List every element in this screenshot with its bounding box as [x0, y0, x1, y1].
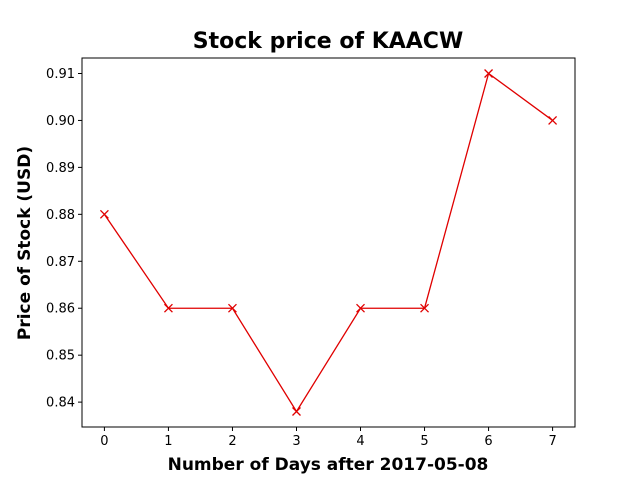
- data-point: [420, 303, 429, 313]
- y-axis-ticks: 0.84 0.85 0.86 0.87 0.88 0.89 0.90 0.91: [46, 67, 82, 411]
- plot-area: [81, 57, 576, 428]
- x-tick-label: 3: [292, 434, 300, 449]
- y-tick-label: 0.88: [46, 208, 75, 223]
- data-point: [228, 303, 237, 313]
- x-tick-label: 4: [356, 434, 364, 449]
- y-tick-label: 0.90: [46, 114, 75, 129]
- series-layer: [99, 69, 558, 416]
- data-point: [484, 69, 494, 78]
- data-point: [99, 209, 109, 219]
- data-point: [356, 303, 365, 313]
- x-tick-label: 1: [164, 434, 172, 449]
- y-axis-label: Price of Stock (USD): [15, 146, 35, 340]
- x-tick-label: 7: [548, 434, 556, 449]
- x-axis-ticks: 0 1 2 3 4 5 6 7: [100, 427, 557, 449]
- y-tick-label: 0.86: [46, 302, 75, 317]
- x-tick-label: 0: [100, 434, 108, 449]
- x-tick-label: 2: [228, 434, 236, 449]
- y-tick-label: 0.91: [46, 67, 75, 82]
- series-line: [103, 72, 553, 413]
- y-tick-label: 0.85: [46, 349, 75, 364]
- y-tick-label: 0.89: [46, 161, 75, 176]
- x-axis-label: Number of Days after 2017-05-08: [168, 455, 489, 475]
- data-point: [548, 115, 558, 125]
- x-tick-label: 6: [484, 434, 492, 449]
- data-point: [292, 407, 301, 416]
- chart-title: Stock price of KAACW: [193, 29, 463, 54]
- y-tick-label: 0.84: [46, 396, 75, 411]
- y-tick-label: 0.87: [46, 255, 75, 270]
- data-point: [163, 303, 173, 313]
- x-tick-label: 5: [420, 434, 428, 449]
